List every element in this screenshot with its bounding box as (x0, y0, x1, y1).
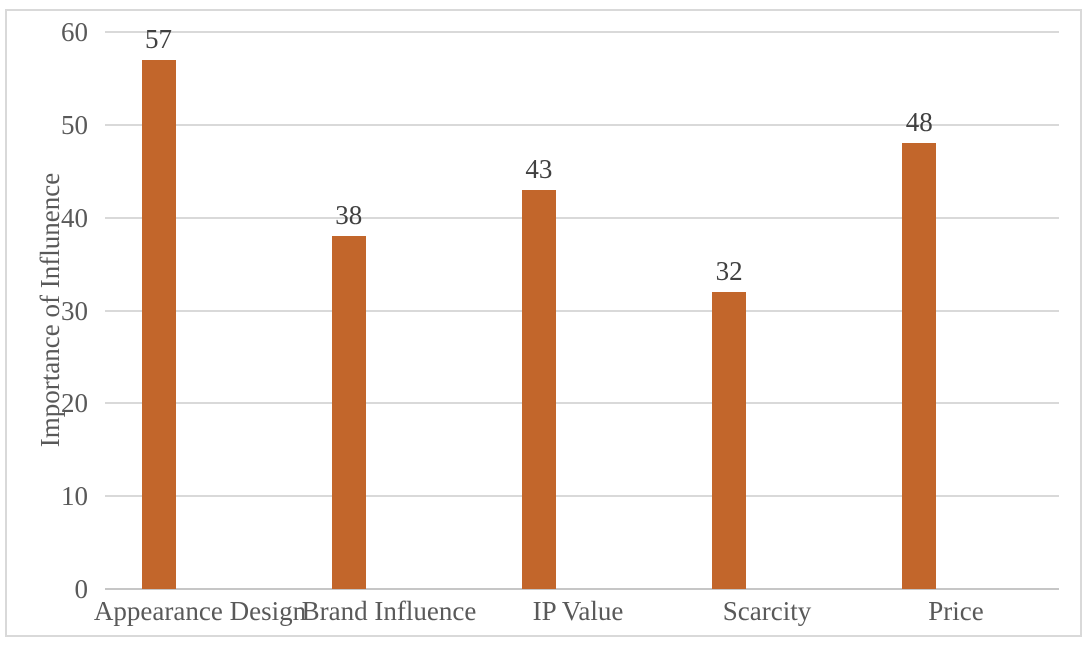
bar-price (902, 143, 937, 589)
gridline (105, 495, 1059, 498)
gridline (105, 402, 1059, 405)
y-tick-label: 40 (61, 202, 88, 233)
gridline (105, 216, 1059, 219)
x-axis-category-label: Appearance Design (93, 596, 307, 626)
y-tick-label: 20 (61, 388, 88, 419)
bar-value-label: 32 (715, 255, 743, 286)
bar-value-label: 38 (335, 200, 363, 231)
bar-brand-influence (331, 236, 366, 589)
y-tick-label: 10 (61, 481, 88, 512)
bar-value-label: 43 (525, 153, 553, 184)
bar-appearance-design (141, 59, 176, 589)
gridline (105, 123, 1059, 126)
bar-value-label: 48 (905, 107, 933, 138)
y-tick-label: 0 (74, 574, 89, 604)
bar-scarcity (712, 291, 747, 589)
chart-border (5, 9, 1082, 637)
x-axis-category-label: Price (928, 596, 984, 626)
gridline (105, 309, 1059, 312)
y-tick-label: 60 (61, 17, 88, 47)
gridline (105, 31, 1059, 33)
x-axis-category-label: Brand Influence (301, 596, 477, 626)
bar-value-label: 57 (145, 23, 172, 54)
bar-ip-value (521, 189, 556, 589)
y-tick-label: 50 (61, 109, 88, 140)
x-axis-category-label: Scarcity (722, 596, 812, 626)
y-tick-label: 30 (61, 295, 88, 326)
x-axis-line (105, 588, 1059, 590)
x-axis-category-label: IP Value (532, 596, 624, 626)
